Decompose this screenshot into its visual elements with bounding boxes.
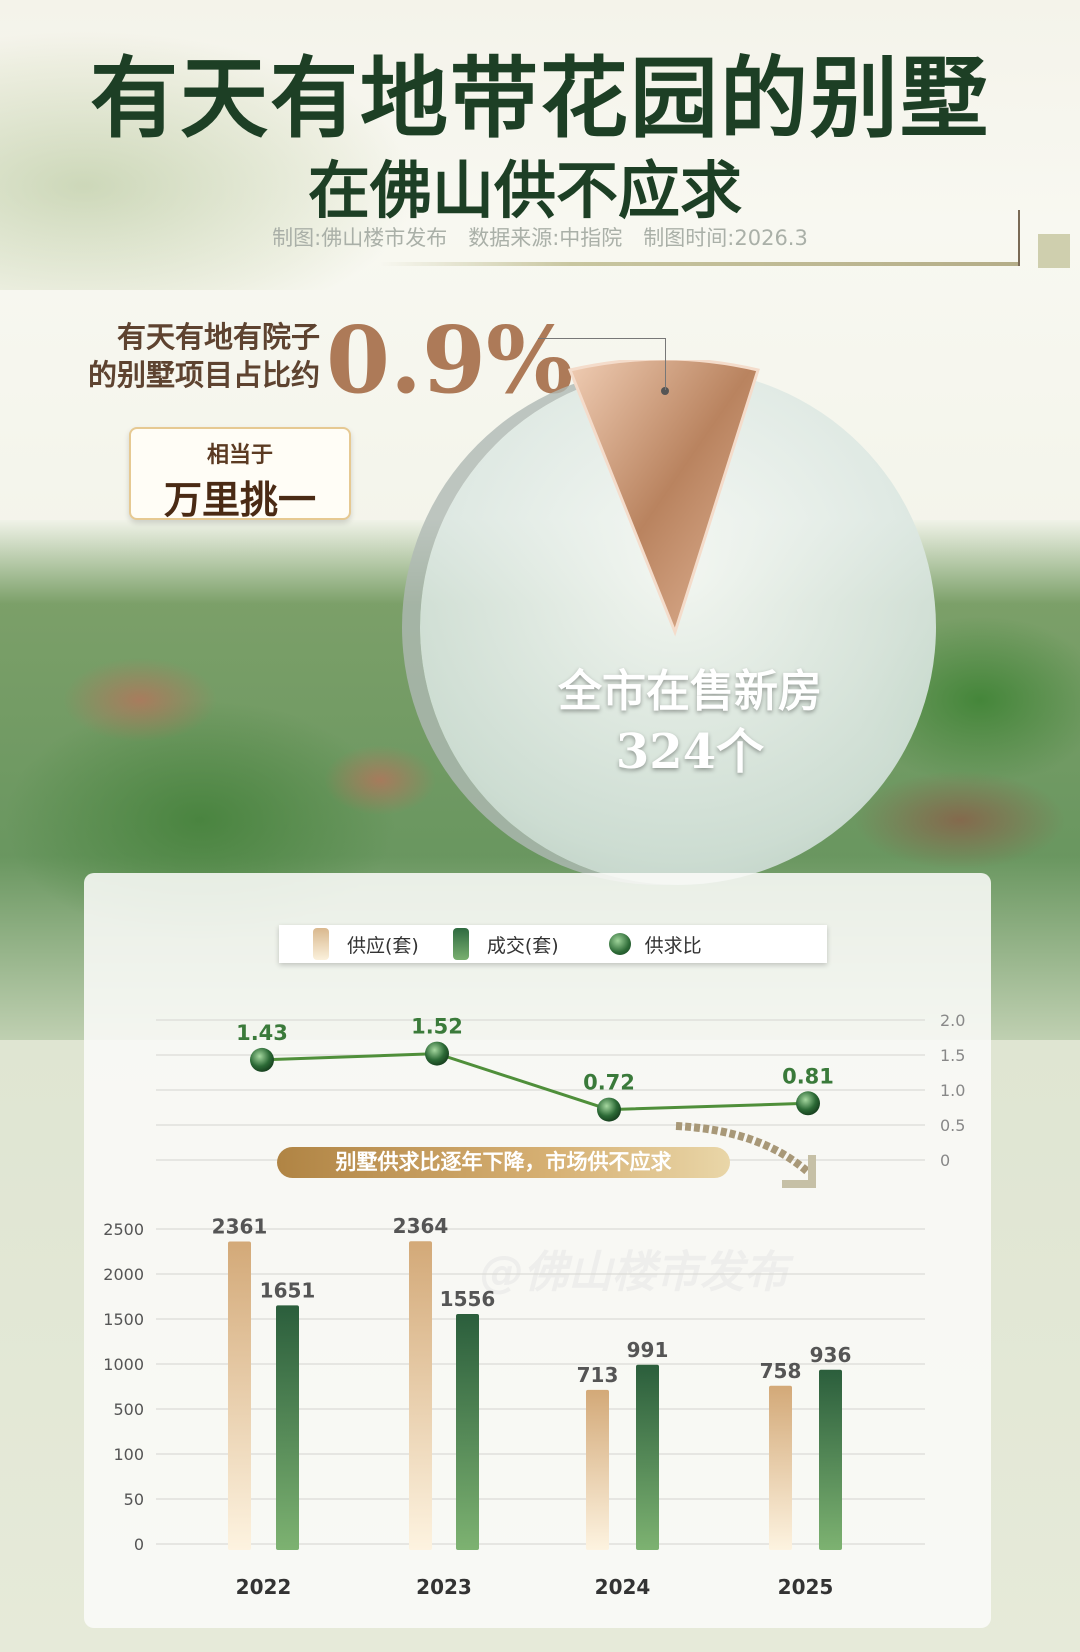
deal-bar <box>819 1369 842 1550</box>
legend-deal-label: 成交(套) <box>486 934 559 957</box>
bar-y-tick: 0 <box>134 1535 144 1554</box>
supply-data-label: 758 <box>760 1359 802 1383</box>
ratio-point <box>425 1041 449 1066</box>
watermark: @佛山楼市发布 <box>480 1247 788 1298</box>
decorative-square <box>1038 234 1070 268</box>
page-subtitle: 在佛山供不应求 <box>307 154 742 227</box>
supply-data-label: 713 <box>577 1363 619 1387</box>
share-percent: 0.9% <box>326 306 574 414</box>
trend-banner: 别墅供求比逐年下降，市场供不应求 <box>277 1147 730 1178</box>
bar-y-tick: 50 <box>124 1490 144 1509</box>
deal-data-label: 991 <box>627 1338 669 1362</box>
ratio-point <box>250 1047 274 1072</box>
deal-bar <box>456 1313 479 1550</box>
supply-data-label: 2364 <box>393 1214 449 1238</box>
credits: 制图:佛山楼市发布 数据来源:中指院 制图时间:2026.3 <box>272 226 808 250</box>
ratio-data-label: 0.81 <box>782 1064 834 1088</box>
share-text-line1: 有天有地有院子 <box>116 320 320 354</box>
line-y-tick: 1.5 <box>940 1046 965 1065</box>
chart-legend: 供应(套) 成交(套) 供求比 <box>279 925 827 963</box>
leader-line <box>538 338 666 390</box>
bar-x-label: 2025 <box>778 1575 834 1599</box>
circle-value: 324个 <box>615 724 765 780</box>
page-title: 有天有地带花园的别墅 <box>89 46 990 150</box>
deal-data-label: 1651 <box>260 1278 316 1302</box>
deal-swatch-icon <box>452 928 469 960</box>
legend-ratio-label: 供求比 <box>644 934 702 957</box>
decorative-line <box>1018 210 1020 266</box>
bar-y-tick: 1500 <box>103 1310 144 1329</box>
supply-bar <box>409 1241 432 1550</box>
bar-x-label: 2023 <box>416 1575 472 1599</box>
deal-bar <box>276 1305 299 1550</box>
ratio-point <box>796 1091 820 1116</box>
ratio-data-label: 1.52 <box>411 1015 463 1039</box>
decorative-line <box>380 262 1020 266</box>
arrow-head-icon <box>782 1155 816 1188</box>
share-description: 有天有地有院子 的别墅项目占比约 <box>30 318 320 394</box>
callout-small-text: 相当于 <box>206 443 273 468</box>
bar-x-label: 2022 <box>236 1575 292 1599</box>
supply-bar <box>228 1241 251 1550</box>
deal-data-label: 1556 <box>440 1287 496 1311</box>
ratio-dot-icon <box>608 933 631 955</box>
supply-data-label: 2361 <box>212 1215 268 1239</box>
line-y-tick: 0.5 <box>940 1116 965 1135</box>
share-text-line2: 的别墅项目占比约 <box>87 358 320 392</box>
line-y-tick: 1.0 <box>940 1081 965 1100</box>
legend-ratio: 供求比 <box>608 931 702 958</box>
bar-y-tick: 500 <box>113 1400 144 1419</box>
ratio-line <box>261 1052 809 1112</box>
callout-bubble: 相当于 万里挑一 <box>129 427 351 522</box>
landscape-painting <box>0 30 420 290</box>
line-y-tick: 2.0 <box>940 1011 965 1030</box>
ratio-data-label: 1.43 <box>236 1021 288 1045</box>
deal-bar <box>636 1364 659 1550</box>
circle-label: 全市在售新房 <box>558 666 822 717</box>
ratio-data-label: 0.72 <box>583 1071 635 1095</box>
supply-bar <box>769 1385 792 1550</box>
callout-big-text: 万里挑一 <box>163 477 316 522</box>
supply-swatch-icon <box>313 928 329 960</box>
deal-data-label: 936 <box>810 1343 852 1367</box>
bar-y-tick: 2500 <box>103 1220 144 1239</box>
pie-wedge <box>567 360 760 637</box>
bar-x-label: 2024 <box>595 1575 651 1599</box>
supply-bar <box>586 1389 609 1550</box>
bar-y-tick: 100 <box>113 1445 144 1464</box>
line-y-tick: 0 <box>940 1151 950 1170</box>
legend-supply-label: 供应(套) <box>347 934 419 957</box>
legend-supply: 供应(套) <box>313 928 419 960</box>
legend-deal: 成交(套) <box>452 928 559 960</box>
bar-y-tick: 2000 <box>103 1265 144 1284</box>
trend-arrow-icon <box>675 1122 811 1176</box>
bar-y-tick: 1000 <box>103 1355 144 1374</box>
ratio-point <box>597 1097 621 1122</box>
